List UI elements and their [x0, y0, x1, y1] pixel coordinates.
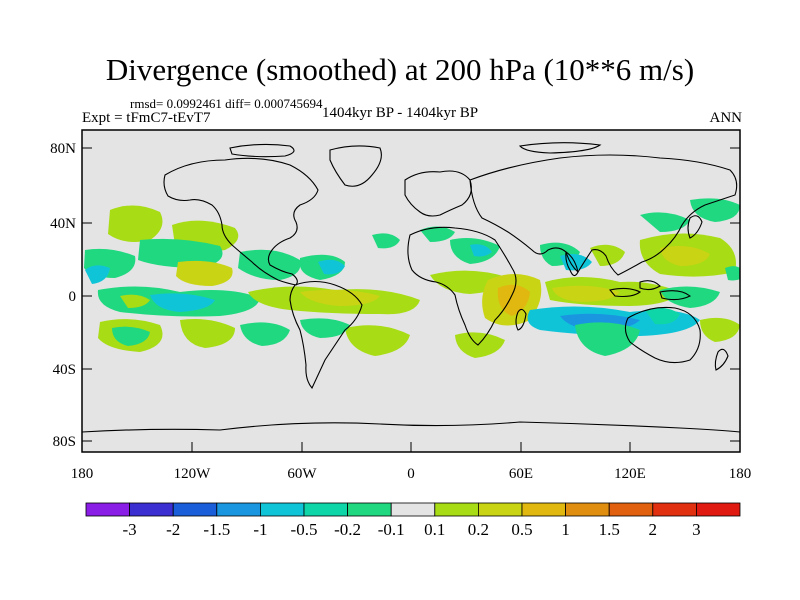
colorbar-label: 3 — [692, 520, 701, 539]
field-region — [138, 238, 223, 268]
field-region — [108, 205, 163, 242]
stats-text: rmsd= 0.0992461 diff= 0.000745694 — [130, 96, 323, 111]
asia-outline — [469, 154, 738, 276]
field-region — [180, 319, 235, 348]
lat-label: 40S — [53, 362, 76, 378]
colorbar-swatch — [434, 502, 479, 517]
madagascar-outline — [515, 308, 527, 331]
colorbar-label: 0.5 — [511, 520, 532, 539]
colorbar: -3 -2 -1.5 -1 -0.5 -0.2 -0.1 0.1 0.2 0.5 1 1.5 2 3 — [85, 502, 741, 539]
colorbar-swatch — [652, 502, 697, 517]
field-region — [318, 259, 345, 275]
colorbar-label: 0.1 — [424, 520, 445, 539]
field-region — [150, 293, 215, 312]
colorbar-swatch — [259, 502, 305, 517]
field-region — [552, 285, 620, 302]
south-america-outline — [289, 280, 363, 390]
season-label: ANN — [709, 110, 743, 126]
field-region — [345, 325, 410, 356]
colorbar-swatch — [477, 502, 523, 517]
colorbar-label: -0.2 — [334, 520, 361, 539]
new-zealand-outline — [714, 348, 729, 371]
japan-outline — [687, 215, 703, 239]
field-region — [300, 318, 350, 338]
europe-outline — [404, 170, 472, 217]
colorbar-swatch — [696, 502, 741, 517]
field-region — [372, 233, 400, 249]
antarctica-outline — [82, 421, 740, 433]
colorbar-swatch — [565, 502, 610, 517]
colorbar-label: -3 — [123, 520, 137, 539]
divergence-field — [84, 198, 740, 358]
colorbar-swatch — [521, 502, 566, 517]
africa-outline — [407, 226, 517, 346]
field-region — [470, 244, 492, 257]
arctic-outline — [518, 142, 602, 154]
colorbar-label: -2 — [166, 520, 180, 539]
colorbar-swatch — [85, 502, 130, 517]
field-region — [240, 322, 290, 346]
field-region — [660, 286, 720, 308]
lon-label: 120W — [174, 466, 212, 482]
colorbar-label: 2 — [649, 520, 658, 539]
field-region — [660, 246, 710, 266]
field-region — [575, 322, 640, 356]
colorbar-swatch — [347, 502, 392, 517]
island-outline — [639, 280, 661, 291]
field-region — [455, 332, 505, 358]
field-region — [120, 294, 150, 308]
island-outline — [659, 290, 692, 301]
lon-label: 180 — [729, 466, 752, 482]
colorbar-label: 1.5 — [599, 520, 620, 539]
lon-label: 180 — [71, 466, 94, 482]
india-outline — [565, 251, 579, 277]
colorbar-label: -1.5 — [203, 520, 230, 539]
lon-label: 0 — [407, 466, 415, 482]
north-america-outline — [163, 157, 319, 286]
field-region — [176, 260, 233, 286]
colorbar-swatch — [608, 502, 654, 517]
field-region — [645, 307, 680, 325]
colorbar-swatch — [216, 502, 261, 517]
field-region — [420, 226, 455, 242]
colorbar-swatch — [303, 502, 348, 517]
australia-outline — [624, 306, 701, 364]
lat-label: 0 — [69, 289, 77, 305]
colorbar-label: -1 — [253, 520, 267, 539]
field-region — [112, 326, 150, 346]
experiment-label: Expt = tFmC7-tEvT7 — [82, 110, 211, 126]
field-region — [640, 212, 690, 232]
colorbar-swatch — [129, 502, 174, 517]
field-region — [690, 198, 740, 222]
colorbar-label: -0.1 — [378, 520, 405, 539]
map-title: Divergence (smoothed) at 200 hPa (10**6 … — [105, 52, 695, 87]
colorbar-label: 1 — [561, 520, 570, 539]
field-region — [85, 265, 110, 284]
colorbar-label: -0.5 — [291, 520, 318, 539]
colorbar-swatch — [390, 502, 436, 517]
lon-label: 60W — [287, 466, 317, 482]
lat-label: 80N — [50, 141, 76, 157]
lat-label: 80S — [53, 434, 76, 450]
lat-label: 40N — [50, 216, 76, 232]
lon-label: 60E — [509, 466, 533, 482]
arctic-outline — [229, 143, 295, 158]
field-region — [497, 284, 530, 316]
colorbar-label: 0.2 — [468, 520, 489, 539]
period-label: 1404kyr BP - 1404kyr BP — [322, 105, 479, 121]
colorbar-swatch — [172, 502, 218, 517]
lon-ticks — [81, 442, 741, 452]
field-region — [725, 266, 740, 281]
island-outline — [608, 287, 642, 298]
lon-label: 120E — [614, 466, 646, 482]
field-region — [700, 317, 740, 342]
greenland-outline — [329, 145, 382, 187]
coastlines — [82, 142, 740, 433]
lat-ticks — [82, 147, 740, 442]
